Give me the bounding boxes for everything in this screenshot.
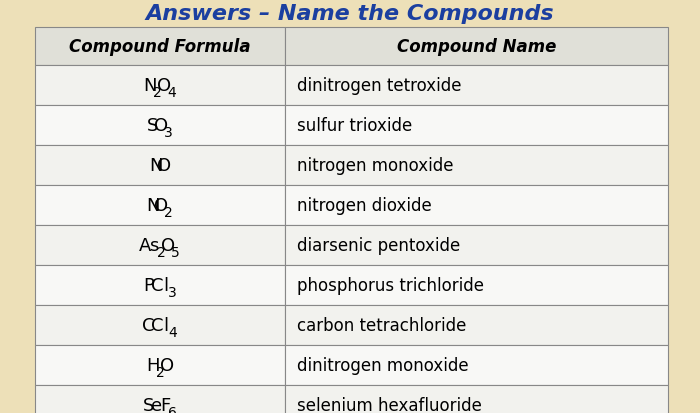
Text: 3: 3 (169, 285, 177, 299)
Bar (35, 266, 285, 305)
Text: nitrogen monoxide: nitrogen monoxide (297, 157, 454, 175)
Text: phosphorus trichloride: phosphorus trichloride (297, 276, 484, 294)
Text: e: e (151, 396, 162, 413)
Text: diarsenic pentoxide: diarsenic pentoxide (297, 236, 461, 254)
Bar (285, 305, 668, 345)
Text: N: N (143, 77, 157, 95)
Text: C: C (142, 316, 155, 334)
Bar (285, 345, 668, 385)
Text: C: C (150, 276, 163, 294)
Text: carbon tetrachloride: carbon tetrachloride (297, 316, 466, 334)
Text: O: O (154, 117, 168, 135)
Text: sulfur trioxide: sulfur trioxide (297, 117, 412, 135)
Text: S: S (147, 117, 158, 135)
Text: H: H (146, 356, 160, 374)
Bar (285, 28, 668, 66)
Bar (35, 146, 285, 185)
Text: Compound Name: Compound Name (397, 38, 556, 56)
Text: 2: 2 (153, 86, 162, 100)
Text: P: P (143, 276, 154, 294)
Bar (285, 266, 668, 305)
Text: s: s (149, 236, 159, 254)
Bar (285, 146, 668, 185)
Bar (35, 106, 285, 146)
Bar (35, 185, 285, 225)
Text: 5: 5 (172, 246, 180, 260)
Bar (35, 66, 285, 106)
Text: O: O (158, 157, 172, 175)
Text: 2: 2 (157, 246, 166, 260)
Bar (285, 385, 668, 413)
Text: O: O (158, 77, 172, 95)
Text: Compound Formula: Compound Formula (69, 38, 251, 56)
Text: Answers – Name the Compounds: Answers – Name the Compounds (146, 4, 554, 24)
Text: 4: 4 (169, 325, 177, 339)
Text: l: l (163, 316, 168, 334)
Bar (285, 225, 668, 266)
Text: l: l (163, 276, 168, 294)
Text: F: F (160, 396, 171, 413)
Bar (285, 106, 668, 146)
Text: selenium hexafluoride: selenium hexafluoride (297, 396, 482, 413)
Text: C: C (150, 316, 163, 334)
Text: 3: 3 (164, 126, 173, 140)
Bar (35, 28, 285, 66)
Bar (35, 385, 285, 413)
Text: O: O (154, 197, 168, 214)
Text: N: N (146, 197, 160, 214)
Text: A: A (139, 236, 152, 254)
Text: 6: 6 (168, 405, 177, 413)
Text: S: S (143, 396, 154, 413)
Text: 2: 2 (155, 366, 164, 379)
Text: 2: 2 (164, 206, 173, 220)
Text: dinitrogen tetroxide: dinitrogen tetroxide (297, 77, 461, 95)
Bar (35, 305, 285, 345)
Text: 4: 4 (167, 86, 176, 100)
Text: N: N (149, 157, 162, 175)
Text: O: O (162, 236, 176, 254)
Text: dinitrogen monoxide: dinitrogen monoxide (297, 356, 469, 374)
Bar (285, 185, 668, 225)
Bar (35, 345, 285, 385)
Text: nitrogen dioxide: nitrogen dioxide (297, 197, 432, 214)
Bar (285, 66, 668, 106)
Text: O: O (160, 356, 174, 374)
Bar (35, 225, 285, 266)
